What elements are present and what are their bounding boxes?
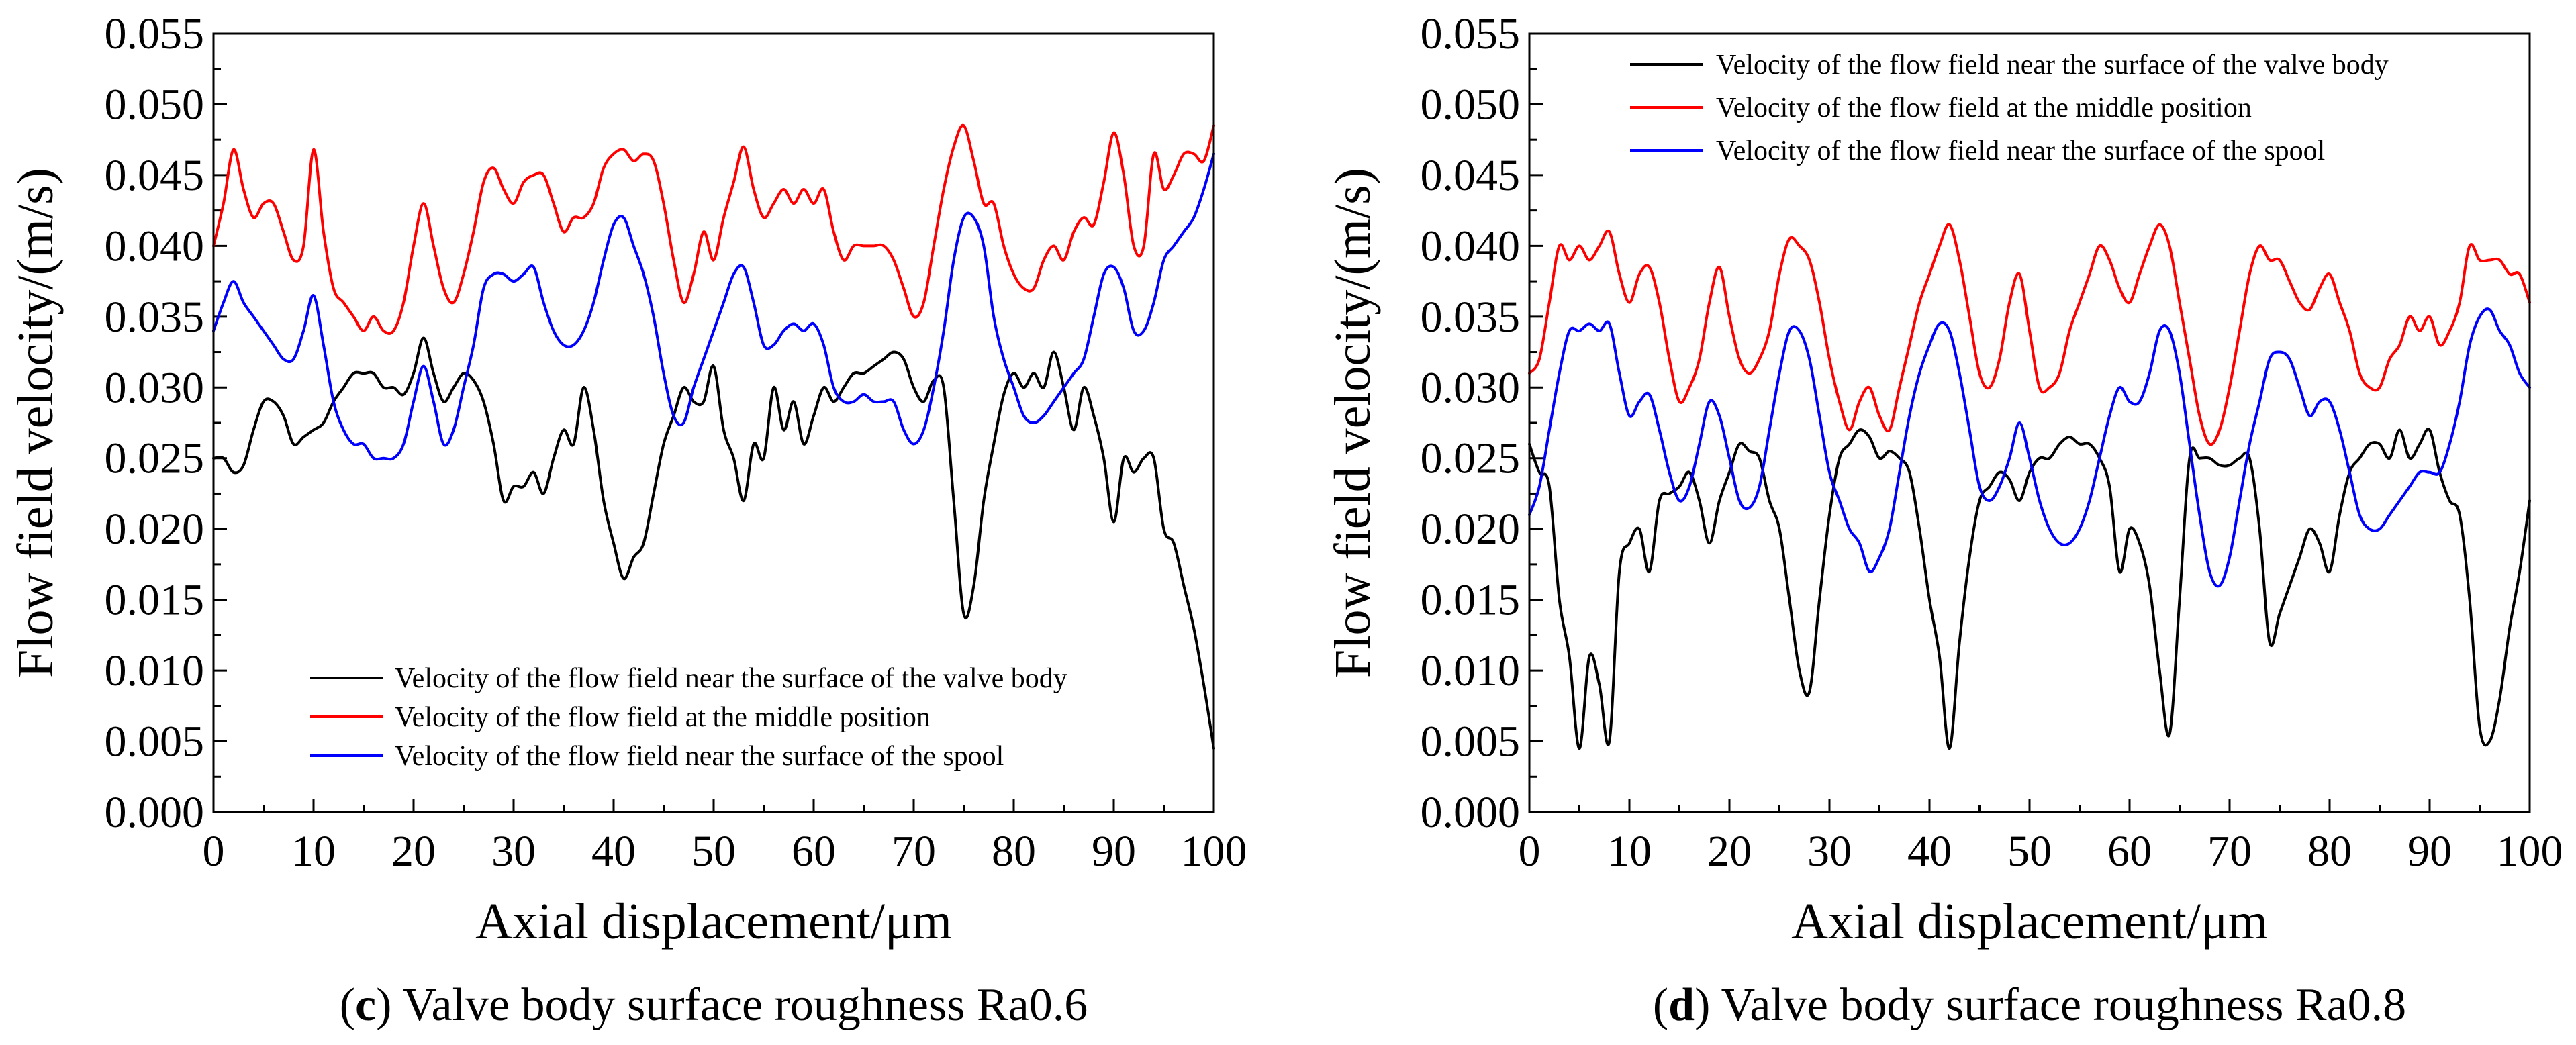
chart-d-series-line-0 — [1528, 428, 2531, 750]
chart-c-y-tick-label: 0.050 — [105, 80, 205, 129]
chart-c-legend-label-1: Velocity of the flow field at the middle… — [395, 702, 931, 733]
chart-d-y-tick-label: 0.015 — [1421, 576, 1521, 625]
chart-d-caption-text: Valve body surface roughness Ra0.8 — [1721, 979, 2407, 1031]
chart-c-y-tick-label: 0.025 — [105, 434, 205, 483]
chart-c-series-line-0 — [212, 336, 1215, 750]
chart-c-y-tick-label: 0.010 — [105, 646, 205, 695]
chart-c-x-tick-label: 40 — [591, 827, 636, 876]
chart-c-x-tick-label: 50 — [691, 827, 736, 876]
chart-d-x-tick-label: 10 — [1607, 827, 1652, 876]
chart-c-axes — [212, 32, 1215, 813]
chart-c-x-tick-label: 30 — [491, 827, 536, 876]
chart-c-series-line-1 — [212, 123, 1215, 335]
chart-d-x-tick-label: 60 — [2107, 827, 2152, 876]
chart-c-y-tick-label: 0.015 — [105, 576, 205, 625]
chart-d-x-tick-label: 50 — [2007, 827, 2052, 876]
chart-c-x-tick-labels: 0 10 20 30 40 50 60 70 80 90 100 — [203, 827, 1247, 876]
chart-c-plot-frame — [212, 32, 1215, 813]
chart-d-x-axis-title: Axial displacement/μm — [1791, 893, 2268, 950]
chart-c-y-tick-label: 0.055 — [105, 9, 205, 58]
chart-c-series-group — [212, 123, 1215, 750]
chart-c-x-tick-label: 100 — [1181, 827, 1247, 876]
chart-c-x-tick-label: 10 — [291, 827, 336, 876]
chart-c-y-tick-label: 0.005 — [105, 717, 205, 766]
chart-c-legend-label-0: Velocity of the flow field near the surf… — [395, 663, 1067, 694]
chart-d-y-tick-label: 0.030 — [1421, 363, 1521, 412]
chart-c-caption-text: Valve body surface roughness Ra0.6 — [403, 979, 1088, 1031]
chart-d: 0.000 0.005 0.010 0.015 0.020 0.025 0.030 0.035… — [1325, 9, 2563, 1031]
chart-d-y-tick-label: 0.020 — [1421, 505, 1521, 554]
chart-c: 0.000 0.005 0.010 0.015 0.020 0.025 0.030 0.035… — [7, 9, 1247, 1031]
chart-c-x-tick-label: 70 — [892, 827, 936, 876]
chart-d-y-tick-label: 0.025 — [1421, 434, 1521, 483]
chart-d-y-tick-label: 0.005 — [1421, 717, 1521, 766]
chart-d-x-tick-label: 40 — [1907, 827, 1952, 876]
chart-c-y-tick-label: 0.045 — [105, 151, 205, 200]
chart-d-x-tick-labels: 0 10 20 30 40 50 60 70 80 90 100 — [1519, 827, 2563, 876]
chart-c-y-tick-labels: 0.000 0.005 0.010 0.015 0.020 0.025 0.030 0.035… — [105, 9, 205, 837]
chart-d-series-group — [1528, 223, 2531, 750]
chart-c-y-tick-label: 0.000 — [105, 788, 205, 837]
chart-d-legend-label-0: Velocity of the flow field near the surf… — [1716, 50, 2389, 81]
chart-d-x-tick-label: 70 — [2207, 827, 2252, 876]
chart-d-x-tick-label: 100 — [2497, 827, 2563, 876]
chart-d-legend-label-2: Velocity of the flow field near the surf… — [1716, 136, 2325, 166]
chart-d-plot-frame — [1528, 32, 2531, 813]
chart-d-caption-letter: d — [1668, 979, 1695, 1031]
chart-c-caption-letter: c — [355, 979, 376, 1031]
chart-d-y-tick-label: 0.040 — [1421, 221, 1521, 270]
chart-c-x-tick-label: 60 — [792, 827, 836, 876]
chart-d-y-tick-label: 0.000 — [1421, 788, 1521, 837]
chart-d-y-tick-label: 0.010 — [1421, 646, 1521, 695]
chart-c-y-axis-title: Flow field velocity/(m/s) — [7, 168, 64, 678]
chart-c-y-tick-label: 0.030 — [105, 363, 205, 412]
chart-c-y-tick-label: 0.035 — [105, 293, 205, 342]
chart-c-y-tick-label: 0.040 — [105, 221, 205, 270]
chart-d-y-tick-label: 0.045 — [1421, 151, 1521, 200]
chart-d-y-tick-label: 0.035 — [1421, 293, 1521, 342]
chart-d-x-tick-label: 90 — [2407, 827, 2452, 876]
chart-d-y-tick-label: 0.055 — [1421, 9, 1521, 58]
chart-c-x-axis-title: Axial displacement/μm — [475, 893, 952, 950]
chart-c-x-tick-label: 80 — [992, 827, 1036, 876]
chart-d-series-line-2 — [1528, 307, 2531, 588]
chart-d-x-tick-label: 20 — [1707, 827, 1752, 876]
chart-d-legend: Velocity of the flow field near the surf… — [1630, 50, 2389, 166]
chart-d-x-tick-label: 0 — [1519, 827, 1541, 876]
chart-d-caption: (d) Valve body surface roughness Ra0.8 — [1653, 979, 2406, 1031]
chart-d-y-tick-label: 0.050 — [1421, 80, 1521, 129]
chart-c-legend: Velocity of the flow field near the surf… — [310, 663, 1067, 772]
chart-d-x-tick-label: 80 — [2307, 827, 2352, 876]
chart-c-series-line-2 — [212, 152, 1215, 461]
chart-d-y-tick-labels: 0.000 0.005 0.010 0.015 0.020 0.025 0.030 0.035… — [1421, 9, 1521, 837]
chart-c-x-tick-label: 90 — [1092, 827, 1136, 876]
chart-d-series-line-1 — [1528, 223, 2531, 446]
chart-c-y-tick-label: 0.020 — [105, 505, 205, 554]
chart-d-legend-label-1: Velocity of the flow field at the middle… — [1716, 93, 2252, 123]
chart-d-x-tick-label: 30 — [1807, 827, 1852, 876]
chart-c-caption: (c) Valve body surface roughness Ra0.6 — [340, 979, 1088, 1031]
chart-c-legend-label-2: Velocity of the flow field near the surf… — [395, 741, 1004, 772]
chart-d-y-axis-title: Flow field velocity/(m/s) — [1325, 168, 1381, 678]
chart-c-x-tick-label: 0 — [203, 827, 225, 876]
chart-c-x-tick-label: 20 — [391, 827, 436, 876]
